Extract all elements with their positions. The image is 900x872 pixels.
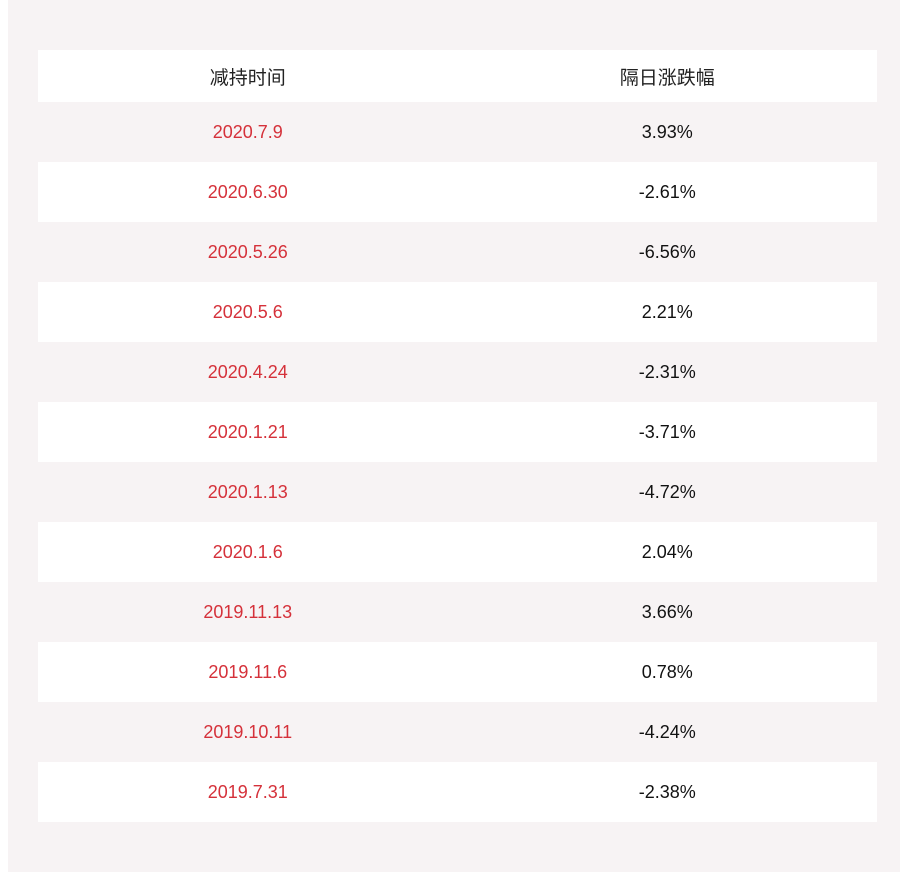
table-body: 2020.7.9 3.93% 2020.6.30 -2.61% 2020.5.26 -6.… (38, 102, 877, 822)
table-row: 2020.1.13 -4.72% (38, 462, 877, 522)
date-cell: 2020.1.21 (38, 402, 458, 462)
table-row: 2019.10.11 -4.24% (38, 702, 877, 762)
table-row: 2020.1.6 2.04% (38, 522, 877, 582)
change-cell: -3.71% (457, 402, 877, 462)
header-cell: 隔日涨跌幅 (457, 50, 877, 102)
panel: 减持时间 隔日涨跌幅 2020.7.9 3.93% 2020.6.30 -2.61% 2… (8, 0, 900, 872)
table-row: 2019.11.6 0.78% (38, 642, 877, 702)
change-cell: -2.38% (457, 762, 877, 822)
change-cell: -4.72% (638, 481, 696, 502)
change-cell: -2.61% (457, 162, 877, 222)
table-row: 2020.5.26 -6.56% (38, 222, 877, 282)
date-cell: 2020.4.24 (207, 361, 288, 382)
change-cell: -6.56% (638, 241, 696, 262)
table: 减持时间 隔日涨跌幅 2020.7.9 3.93% 2020.6.30 -2.61% 2… (38, 50, 877, 822)
date-cell: 2020.5.6 (38, 282, 458, 342)
header-cell: 减持时间 (38, 50, 458, 102)
date-cell: 2019.11.6 (38, 642, 458, 702)
table-row: 2020.5.6 2.21% (38, 282, 877, 342)
table-row: 2020.1.21 -3.71% (38, 402, 877, 462)
date-cell: 2019.7.31 (38, 762, 458, 822)
date-cell: 2020.1.6 (38, 522, 458, 582)
change-cell: -2.31% (638, 361, 696, 382)
change-cell: 0.78% (457, 642, 877, 702)
table-row: 2020.7.9 3.93% (38, 102, 877, 162)
change-cell: -4.24% (638, 721, 696, 742)
change-cell: 2.04% (457, 522, 877, 582)
date-cell: 2020.7.9 (212, 121, 283, 142)
date-cell: 2019.11.13 (203, 601, 293, 622)
table-row: 2019.7.31 -2.38% (38, 762, 877, 822)
table-row: 2020.6.30 -2.61% (38, 162, 877, 222)
date-cell: 2020.6.30 (38, 162, 458, 222)
table-row: 2020.4.24 -2.31% (38, 342, 877, 402)
date-cell: 2020.1.13 (207, 481, 288, 502)
date-cell: 2020.5.26 (207, 241, 288, 262)
table-row: 2019.11.13 3.66% (38, 582, 877, 642)
change-cell: 3.93% (641, 121, 693, 142)
change-cell: 2.21% (457, 282, 877, 342)
change-cell: 3.66% (641, 601, 693, 622)
date-cell: 2019.10.11 (203, 721, 293, 742)
header-row: 减持时间 隔日涨跌幅 (38, 50, 877, 102)
